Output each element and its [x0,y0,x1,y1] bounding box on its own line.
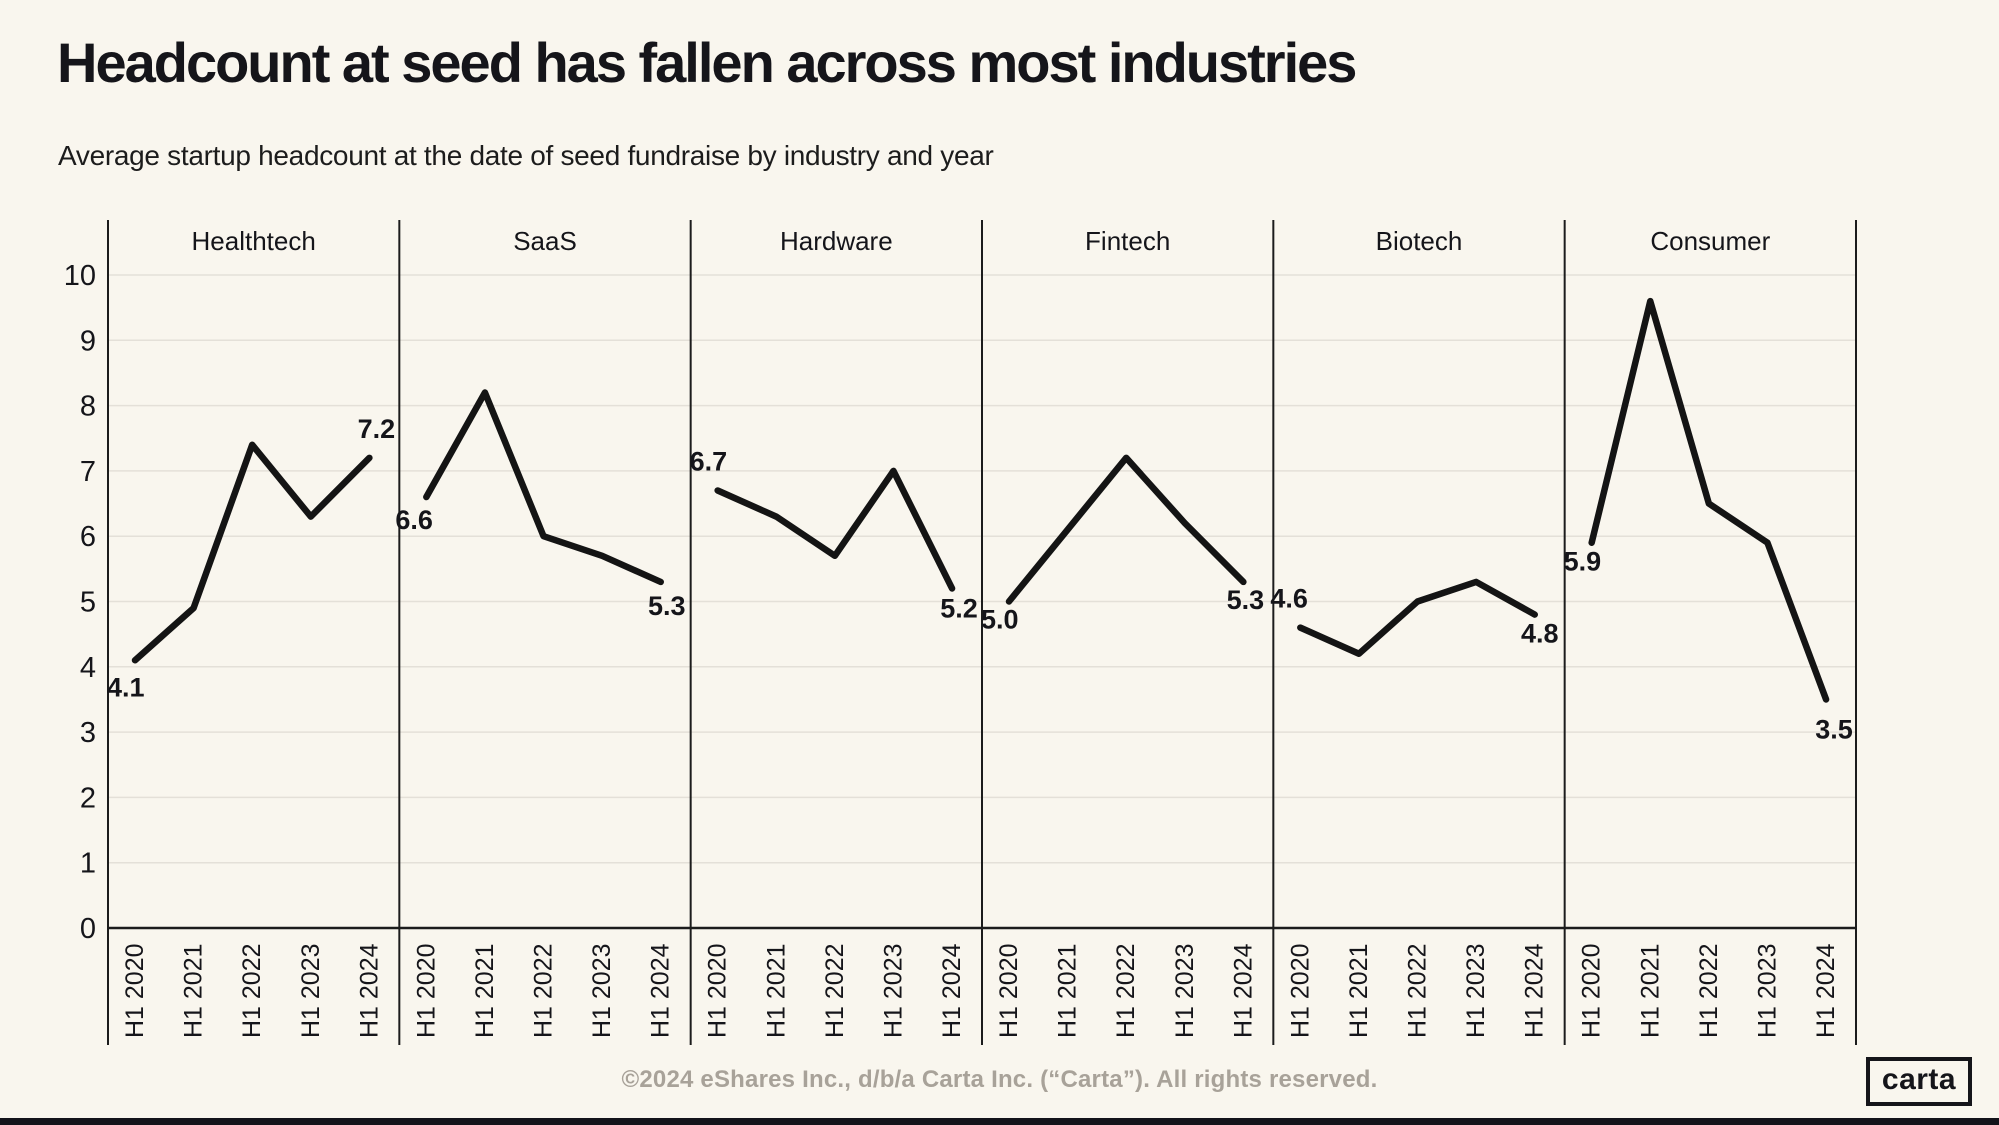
data-label: 5.3 [1227,585,1265,615]
data-line [1588,297,1830,703]
x-axis-tick: H1 2022 [238,943,266,1038]
x-axis-tick: H1 2021 [1636,943,1664,1038]
x-axis-tick: H1 2022 [1695,943,1723,1038]
x-axis-tick: H1 2022 [821,943,849,1038]
data-label: 6.7 [690,446,728,476]
y-axis-tick: 0 [80,913,96,945]
y-axis-tick: 8 [80,391,96,423]
data-label: 7.2 [358,414,396,444]
data-line [423,389,664,586]
x-axis-tick: H1 2020 [1578,943,1606,1038]
y-axis-tick: 4 [80,652,96,684]
x-axis-tick: H1 2021 [762,943,790,1038]
y-axis-tick: 3 [80,717,96,749]
x-axis-tick: H1 2023 [1171,943,1199,1038]
x-axis-tick: H1 2021 [471,943,499,1038]
x-axis-tick: H1 2021 [1345,943,1373,1038]
y-axis-tick: 1 [80,848,96,880]
panel-title: Fintech [1085,226,1170,256]
data-line [714,467,956,592]
data-label: 6.6 [395,505,433,535]
x-axis-tick: H1 2022 [1112,943,1140,1038]
x-axis-tick: H1 2023 [297,943,325,1038]
x-axis-tick: H1 2024 [938,943,966,1038]
data-line [1297,578,1538,657]
data-label: 5.2 [940,593,978,623]
x-axis-tick: H1 2020 [121,943,149,1038]
x-axis-tick: H1 2023 [1462,943,1490,1038]
x-axis-tick: H1 2024 [1229,943,1257,1038]
x-axis-tick: H1 2021 [1054,943,1082,1038]
x-axis-tick: H1 2021 [180,943,208,1038]
x-axis-tick: H1 2024 [647,943,675,1038]
y-axis-tick: 7 [80,456,96,488]
data-label: 3.5 [1815,714,1853,744]
panel-title: Biotech [1376,226,1463,256]
copyright-footer: ©2024 eShares Inc., d/b/a Carta Inc. (“C… [621,1066,1378,1093]
data-label: 5.0 [981,605,1019,635]
x-axis-tick: H1 2024 [355,943,383,1038]
carta-logo: carta [1866,1057,1972,1106]
y-axis-tick: 2 [80,782,96,814]
panel-title: SaaS [513,226,577,256]
y-axis-tick: 6 [80,521,96,553]
x-axis-tick: H1 2020 [412,943,440,1038]
bottom-accent-bar [0,1118,1999,1125]
x-axis-tick: H1 2024 [1812,943,1840,1038]
y-axis-tick: 10 [64,260,96,292]
page-title: Headcount at seed has fallen across most… [57,31,1357,94]
data-line [1005,454,1247,605]
x-axis-tick: H1 2020 [995,943,1023,1038]
data-label: 4.6 [1270,584,1308,614]
x-axis-tick: H1 2020 [704,943,732,1038]
data-label: 4.8 [1521,619,1559,649]
x-axis-tick: H1 2020 [1286,943,1314,1038]
x-axis-tick: H1 2024 [1521,943,1549,1038]
panel-title: Hardware [780,226,893,256]
panel-title: Healthtech [192,226,316,256]
x-axis-tick: H1 2022 [530,943,558,1038]
y-axis-tick: 5 [80,587,96,619]
data-line [131,441,373,664]
x-axis-tick: H1 2023 [879,943,907,1038]
panel-title: Consumer [1650,226,1770,256]
x-axis-tick: H1 2022 [1404,943,1432,1038]
x-axis-tick: H1 2023 [588,943,616,1038]
data-label: 4.1 [107,672,145,702]
y-axis-tick: 9 [80,325,96,357]
data-label: 5.9 [1564,547,1602,577]
x-axis-tick: H1 2023 [1753,943,1781,1038]
data-label: 5.3 [648,591,686,621]
page-subtitle: Average startup headcount at the date of… [58,140,994,171]
